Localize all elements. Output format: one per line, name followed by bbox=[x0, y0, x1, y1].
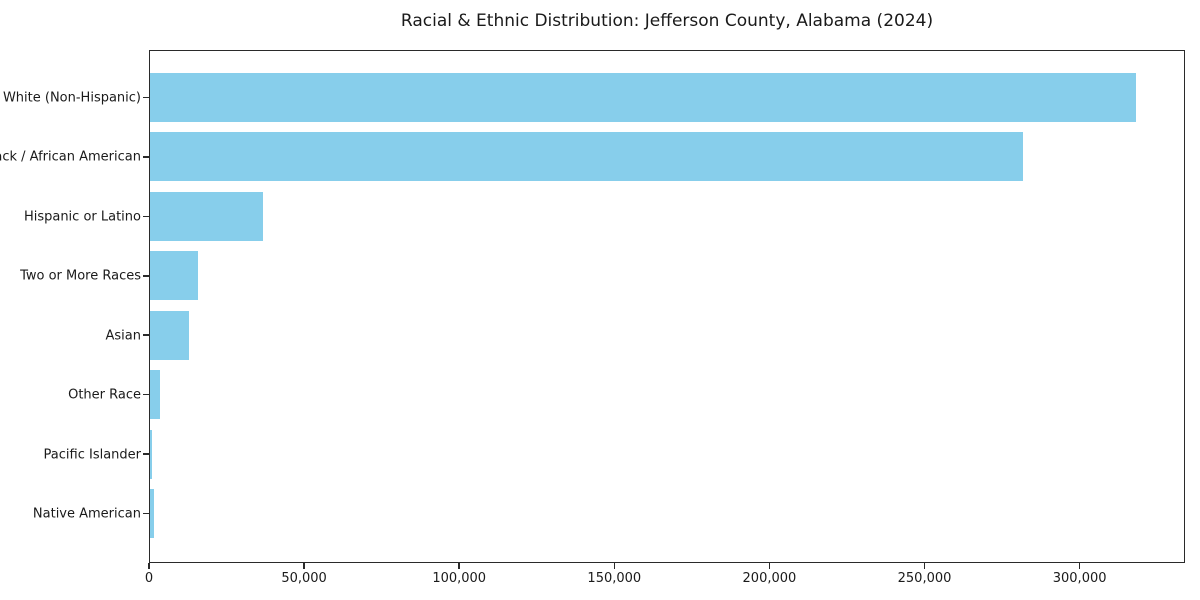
x-tick-label-200-000: 200,000 bbox=[742, 571, 797, 586]
bar-asian bbox=[150, 310, 189, 360]
y-axis-labels: White (Non-Hispanic) Black / African Amer… bbox=[0, 50, 141, 563]
bar-native-american bbox=[150, 489, 154, 538]
x-axis-tick bbox=[768, 563, 771, 569]
y-tick-label-hispanic-or-latino: Hispanic or Latino bbox=[23, 209, 141, 225]
y-tick-label-black-african-american: Black / African American bbox=[0, 149, 141, 165]
x-axis-tick bbox=[1078, 563, 1081, 569]
x-tick-label-250-000: 250,000 bbox=[897, 571, 952, 586]
x-tick-label-50-000: 50,000 bbox=[281, 571, 327, 586]
x-tick-label-300-000: 300,000 bbox=[1052, 571, 1107, 586]
y-axis-tick bbox=[143, 393, 149, 396]
x-axis: 0 50,000 100,000 150,000 200,000 250,000 300,0… bbox=[145, 563, 1185, 595]
bar-other-race bbox=[150, 370, 160, 420]
y-axis-tick bbox=[143, 453, 149, 455]
chart-title: Racial & Ethnic Distribution: Jefferson … bbox=[400, 11, 934, 31]
y-tick-label-pacific-islander: Pacific Islander bbox=[43, 447, 141, 463]
x-tick-label-150-000: 150,000 bbox=[587, 571, 642, 586]
y-axis-tick bbox=[143, 275, 149, 277]
y-axis-tick bbox=[143, 512, 149, 515]
y-axis-tick bbox=[143, 334, 149, 336]
y-tick-label-two-or-more-races: Two or More Races bbox=[20, 268, 141, 284]
x-axis-tick bbox=[923, 563, 926, 569]
x-axis-tick bbox=[613, 563, 616, 569]
x-tick-label-100-000: 100,000 bbox=[432, 571, 487, 586]
y-tick-label-other-race: Other Race bbox=[68, 387, 141, 403]
bar-two-or-more-races bbox=[150, 251, 198, 301]
x-tick-label-0: 0 bbox=[144, 571, 154, 586]
y-axis-tick bbox=[143, 215, 149, 218]
y-tick-label-white-non-hispanic: White (Non-Hispanic) bbox=[2, 90, 141, 106]
bar-hispanic-or-latino bbox=[150, 191, 263, 241]
y-tick-label-native-american: Native American bbox=[32, 506, 141, 522]
bar-pacific-islander bbox=[150, 429, 153, 479]
bar-white-non-hispanic bbox=[150, 73, 1136, 122]
bar-black-african-american bbox=[150, 132, 1024, 182]
x-axis-tick bbox=[458, 563, 460, 569]
y-axis-tick bbox=[143, 96, 149, 99]
plot-area bbox=[143, 50, 1185, 563]
y-axis-tick bbox=[143, 156, 149, 158]
y-tick-label-asian: Asian bbox=[105, 328, 141, 344]
x-axis-tick bbox=[303, 563, 305, 569]
x-axis-tick bbox=[148, 563, 150, 569]
